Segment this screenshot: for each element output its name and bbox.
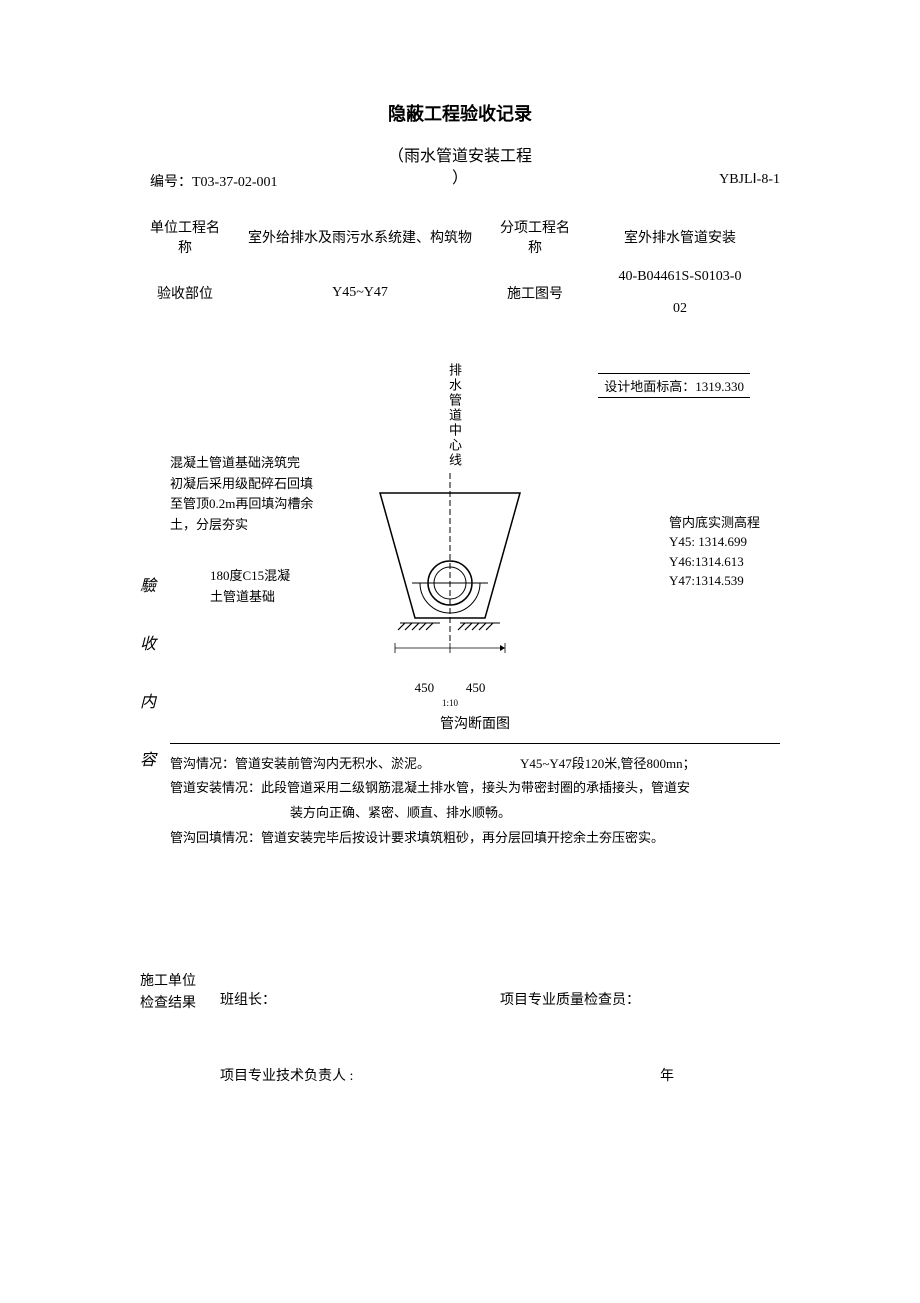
form-code: YBJLⅠ-8-1	[719, 171, 780, 188]
doc-number-value: T03-37-02-001	[192, 175, 278, 190]
trench-diagram-svg	[350, 473, 550, 673]
note1-l1: 混凝土管道基础浇筑完	[170, 453, 350, 474]
note2-l2: 土管道基础	[210, 587, 350, 608]
divider	[170, 743, 780, 744]
description-block: 管沟情况：管道安装前管沟内无积水、淤泥。 Y45~Y47段120米,管径800m…	[170, 752, 780, 851]
footer-row-2: 项目专业技术负责人 : 年	[140, 1065, 780, 1085]
note1-l3: 至管顶0.2m再回填沟槽余	[170, 494, 350, 515]
centerline-label: 排水管道中心线	[445, 363, 464, 468]
side-char-3: 内	[140, 679, 170, 727]
measured-2: Y46:1314.613	[669, 552, 760, 572]
note1-l4: 土，分层夯实	[170, 515, 350, 536]
doc-number: 编号：T03-37-02-001	[140, 171, 278, 191]
check-result-label: 检查结果	[140, 993, 220, 1015]
desc1-right: Y45~Y47段120米,管径800mn；	[520, 752, 780, 777]
measured-1: Y45: 1314.699	[669, 532, 760, 552]
note1-l2: 初凝后采用级配碎石回填	[170, 474, 350, 495]
measured-title: 管内底实测高程	[669, 513, 760, 533]
side-char-2: 收	[140, 621, 170, 669]
footer-col1: 施工单位 检查结果	[140, 971, 220, 1016]
drawing-value: 40-B04461S-S0103-0 02	[580, 263, 780, 323]
subtitle-line1: （雨水管道安装工程	[388, 148, 532, 165]
footer-row-1: 施工单位 检查结果 班组长： 项目专业质量检查员：	[140, 971, 780, 1016]
desc-line2b: 装方向正确、紧密、顺直、排水顺畅。	[170, 801, 780, 826]
main-content: 驗 收 内 容 混凝土管道基础浇筑完 初凝后采用级配碎石回填 至管顶0.2m再回…	[140, 363, 780, 851]
design-elevation: 设计地面标高：1319.330	[598, 373, 750, 398]
dim-right: 450	[452, 680, 500, 696]
subtitle-line2: ）	[452, 170, 468, 187]
sub-project-value: 室外排水管道安装	[580, 211, 780, 263]
desc-line2: 管道安装情况：此段管道采用二级钢筋混凝土排水管，接头为带密封圈的承插接头，管道安	[170, 776, 780, 801]
desc-line3: 管沟回填情况：管道安装完毕后按设计要求填筑粗砂，再分层回填开挖余土夯压密实。	[170, 826, 780, 851]
measured-3: Y47:1314.539	[669, 571, 760, 591]
diagram-area: 混凝土管道基础浇筑完 初凝后采用级配碎石回填 至管顶0.2m再回填沟槽余 土，分…	[170, 363, 780, 851]
footer-block: 施工单位 检查结果 班组长： 项目专业质量检查员： 项目专业技术负责人 : 年	[140, 971, 780, 1086]
dim-labels: 450 450	[350, 680, 550, 696]
unit-project-label: 单位工程名称	[140, 211, 230, 263]
table-row: 单位工程名称 室外给排水及雨污水系统建、构筑物 分项工程名称 室外排水管道安装	[140, 211, 780, 263]
measured-block: 管内底实测高程 Y45: 1314.699 Y46:1314.613 Y47:1…	[669, 513, 760, 591]
accept-part-label: 验收部位	[140, 263, 230, 323]
dim-left: 450	[400, 680, 448, 696]
note2-l1: 180度C15混凝	[210, 566, 350, 587]
quality-inspector-label: 项目专业质量检查员：	[500, 971, 780, 1016]
construction-unit-label: 施工单位	[140, 971, 220, 993]
scale-label: 1:10	[350, 698, 550, 708]
drawing-no-l1: 40-B04461S-S0103-0	[584, 269, 776, 285]
accept-part-value: Y45~Y47	[230, 263, 490, 323]
team-leader-label: 班组长：	[220, 971, 500, 1016]
tech-leader-label: 项目专业技术负责人 :	[220, 1065, 660, 1085]
side-char-4: 容	[140, 737, 170, 785]
note2: 180度C15混凝 土管道基础	[170, 566, 350, 608]
year-label: 年	[660, 1065, 780, 1085]
info-table: 单位工程名称 室外给排水及雨污水系统建、构筑物 分项工程名称 室外排水管道安装 …	[140, 211, 780, 323]
table-row: 验收部位 Y45~Y47 施工图号 40-B04461S-S0103-0 02	[140, 263, 780, 323]
desc-row-1: 管沟情况：管道安装前管沟内无积水、淤泥。 Y45~Y47段120米,管径800m…	[170, 752, 780, 777]
sub-project-label: 分项工程名称	[490, 211, 580, 263]
hatch-right	[458, 623, 500, 630]
drawing-label: 施工图号	[490, 263, 580, 323]
svg-wrap: 排水管道中心线 设计地面标高：1319.330 管内底实测高程 Y45: 131…	[350, 363, 550, 708]
doc-number-label: 编号：	[150, 175, 192, 190]
hatch-left	[398, 623, 440, 630]
unit-project-value: 室外给排水及雨污水系统建、构筑物	[230, 211, 490, 263]
doc-title: 隐蔽工程验收记录	[140, 100, 780, 126]
desc1-left: 管沟情况：管道安装前管沟内无积水、淤泥。	[170, 752, 520, 777]
drawing-no-l2: 02	[584, 301, 776, 317]
diagram-top: 混凝土管道基础浇筑完 初凝后采用级配碎石回填 至管顶0.2m再回填沟槽余 土，分…	[170, 363, 780, 683]
note-left: 混凝土管道基础浇筑完 初凝后采用级配碎石回填 至管顶0.2m再回填沟槽余 土，分…	[170, 363, 350, 608]
side-label: 驗 收 内 容	[140, 363, 170, 851]
side-char-1: 驗	[140, 563, 170, 611]
figure-caption: 管沟断面图	[170, 713, 780, 733]
